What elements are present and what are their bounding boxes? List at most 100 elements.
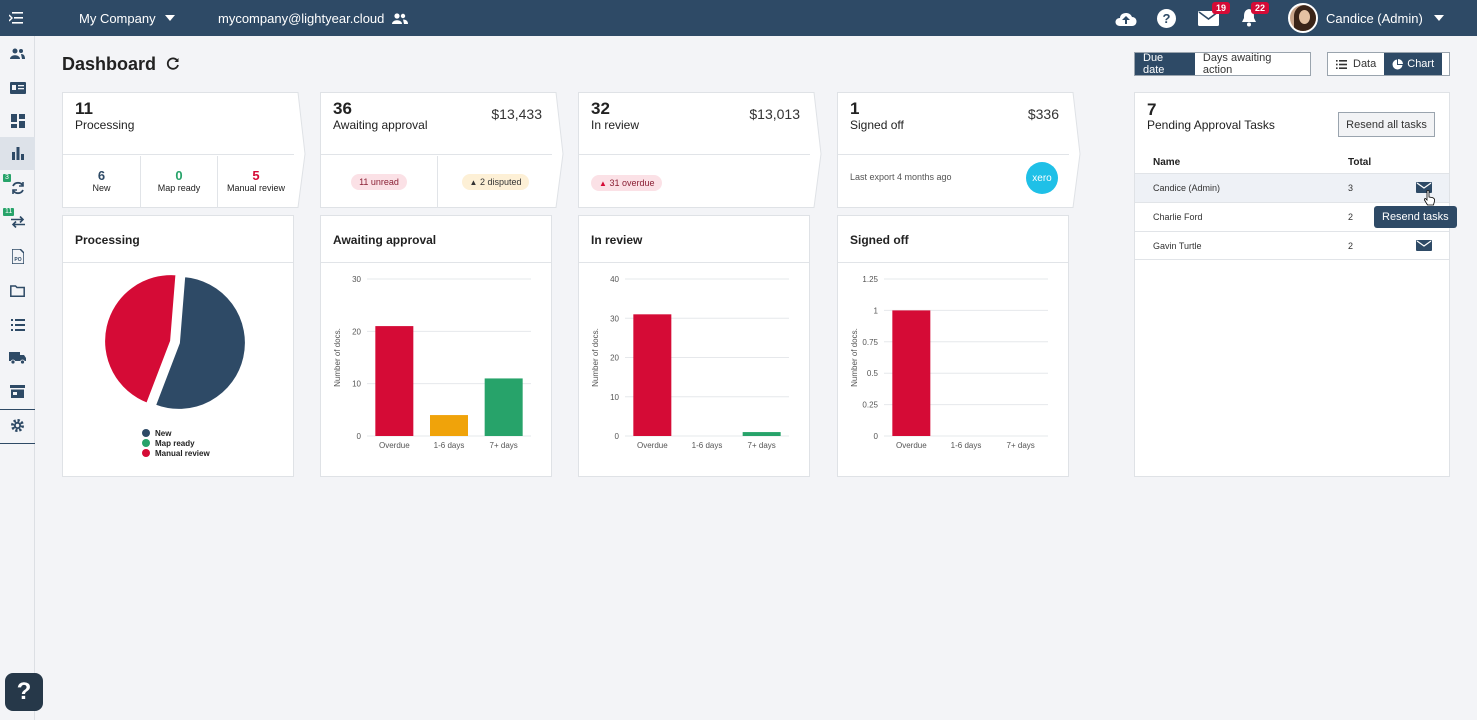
x-tick-label: 7+ days	[748, 441, 776, 450]
y-axis-label: Number of docs.	[850, 328, 859, 387]
processing-chart-card: Processing New Map ready Manual review	[62, 215, 294, 477]
resend-all-button[interactable]: Resend all tasks	[1338, 112, 1435, 137]
chart-label: Chart	[1407, 58, 1435, 70]
name-column-header: Name	[1153, 157, 1181, 168]
menu-icon[interactable]	[9, 0, 23, 36]
sidebar-item-dashboard[interactable]	[0, 104, 35, 137]
warning-icon: ▲	[469, 178, 478, 187]
awaiting-label: Awaiting approval	[333, 118, 428, 132]
chart-view-button[interactable]: Chart	[1384, 53, 1443, 75]
legend-marker	[142, 439, 150, 447]
sidebar-item-lists[interactable]	[0, 308, 35, 341]
overdue-filter[interactable]: ▲ 31 overdue	[591, 173, 663, 191]
manual-review-label: Manual review	[226, 183, 286, 193]
x-tick-label: 1-6 days	[434, 441, 465, 450]
divider	[321, 262, 551, 263]
pointer-cursor-icon	[1424, 190, 1436, 206]
help-button[interactable]: ?	[5, 673, 43, 711]
sidebar-item-folders[interactable]	[0, 274, 35, 307]
sidebar-item-documents[interactable]	[0, 71, 35, 104]
data-view-button[interactable]: Data	[1328, 53, 1384, 75]
xero-logo[interactable]: xero	[1026, 162, 1058, 194]
overdue-text: 31 overdue	[609, 178, 655, 188]
map-ready-stat[interactable]: 0 Map ready	[141, 156, 217, 208]
due-date-toggle[interactable]: Due date	[1135, 52, 1195, 76]
row-name: Charlie Ford	[1153, 212, 1203, 222]
user-menu[interactable]: Candice (Admin)	[1288, 0, 1444, 36]
y-tick-label: 40	[610, 275, 619, 284]
refresh-icon[interactable]	[166, 57, 180, 71]
summary-header: 11 Processing	[63, 93, 298, 155]
sidebar-item-store[interactable]	[0, 375, 35, 408]
legend-label: New	[155, 429, 172, 438]
review-chart-title: In review	[591, 233, 643, 247]
divider	[579, 262, 809, 263]
top-bar: My Company mycompany@lightyear.cloud ? 1…	[0, 0, 1477, 36]
svg-text:PO: PO	[14, 257, 21, 263]
table-row[interactable]: Candice (Admin) 3	[1135, 173, 1449, 202]
question-icon: ?	[16, 678, 32, 705]
xero-text: xero	[1032, 172, 1052, 184]
transfer-icon	[10, 215, 25, 228]
tasks-count: 7	[1147, 100, 1157, 119]
disputed-filter[interactable]: ▲ 2 disputed	[438, 156, 553, 208]
pie-slice	[103, 273, 178, 405]
review-bar-chart: 0 10 20 30 40 Number of docs. Overdue 1-6 days 7…	[591, 275, 789, 450]
review-amount: $13,013	[749, 106, 800, 122]
overdue-pill: ▲ 31 overdue	[591, 175, 663, 191]
sidebar-item-suppliers[interactable]	[0, 341, 35, 374]
mail-icon[interactable]	[1416, 240, 1432, 251]
company-selector[interactable]: My Company	[79, 0, 175, 36]
users-icon	[391, 12, 409, 24]
sidebar-item-sync[interactable]: 3	[0, 171, 35, 204]
sidebar-item-transfers[interactable]: 11	[0, 205, 35, 238]
signed-summary-card[interactable]: 1 Signed off $336 Last export 4 months a…	[837, 92, 1073, 208]
contacts-icon	[10, 48, 25, 59]
sidebar-item-reports[interactable]	[0, 137, 35, 170]
awaiting-summary-card[interactable]: 36 Awaiting approval $13,433 11 unread ▲…	[320, 92, 556, 208]
disputed-pill: ▲ 2 disputed	[461, 174, 530, 190]
sort-toggle: Due date Days awaiting action	[1134, 52, 1311, 76]
store-icon	[10, 385, 25, 398]
review-summary-card[interactable]: 32 In review $13,013 ▲ 31 overdue	[578, 92, 814, 208]
processing-summary-card[interactable]: 11 Processing 6 New 0 Map ready 5 Manual…	[62, 92, 298, 208]
divider	[217, 156, 218, 208]
table-row[interactable]: Charlie Ford 2	[1135, 202, 1449, 231]
processing-chart-title: Processing	[75, 233, 140, 247]
divider	[838, 262, 1068, 263]
card-icon	[9, 81, 26, 94]
sidebar-item-settings[interactable]	[0, 409, 35, 442]
resend-tasks-tooltip: Resend tasks	[1374, 206, 1457, 228]
unread-filter[interactable]: 11 unread	[321, 156, 437, 208]
upload-cloud-icon[interactable]	[1114, 0, 1138, 36]
avatar	[1288, 3, 1318, 33]
new-stat[interactable]: 6 New	[63, 156, 140, 208]
signed-bar-chart: 0 0.25 0.5 0.75 1 1.25 Number of docs. Overdue 1…	[850, 275, 1048, 450]
signed-amount: $336	[1027, 106, 1059, 122]
new-label: New	[92, 183, 111, 193]
map-ready-label: Map ready	[157, 183, 201, 193]
sidebar-item-purchase-orders[interactable]: PO	[0, 240, 35, 273]
caret-down-icon	[164, 15, 175, 21]
company-email[interactable]: mycompany@lightyear.cloud	[218, 0, 409, 36]
sidebar-item-contacts[interactable]	[0, 37, 35, 70]
awaiting-bar-chart: 0 10 20 30 Number of docs. Overdue 1-6 days 7+ …	[333, 275, 531, 450]
disputed-text: 2 disputed	[479, 177, 522, 187]
review-chart-card: In review 0 10 20 30 40 Number of docs. Overdu…	[578, 215, 810, 477]
manual-review-stat[interactable]: 5 Manual review	[218, 156, 294, 208]
help-icon[interactable]: ?	[1157, 0, 1176, 36]
review-count: 32	[591, 99, 610, 118]
page-title: Dashboard	[62, 54, 180, 75]
warning-icon: ▲	[599, 179, 607, 188]
row-name: Candice (Admin)	[1153, 183, 1221, 193]
awaiting-chart-card: Awaiting approval 0 10 20 30 Number of docs.…	[320, 215, 552, 477]
map-ready-count: 0	[175, 168, 183, 183]
table-row[interactable]: Gavin Turtle 2	[1135, 231, 1449, 260]
days-awaiting-toggle[interactable]: Days awaiting action	[1202, 52, 1272, 76]
sidebar-divider	[0, 443, 35, 444]
signed-label: Signed off	[850, 118, 904, 132]
row-name: Gavin Turtle	[1153, 241, 1202, 251]
pending-tasks-card: 7 Pending Approval Tasks Resend all task…	[1134, 92, 1450, 477]
po-document-icon: PO	[11, 249, 24, 264]
legend-marker	[142, 429, 150, 437]
